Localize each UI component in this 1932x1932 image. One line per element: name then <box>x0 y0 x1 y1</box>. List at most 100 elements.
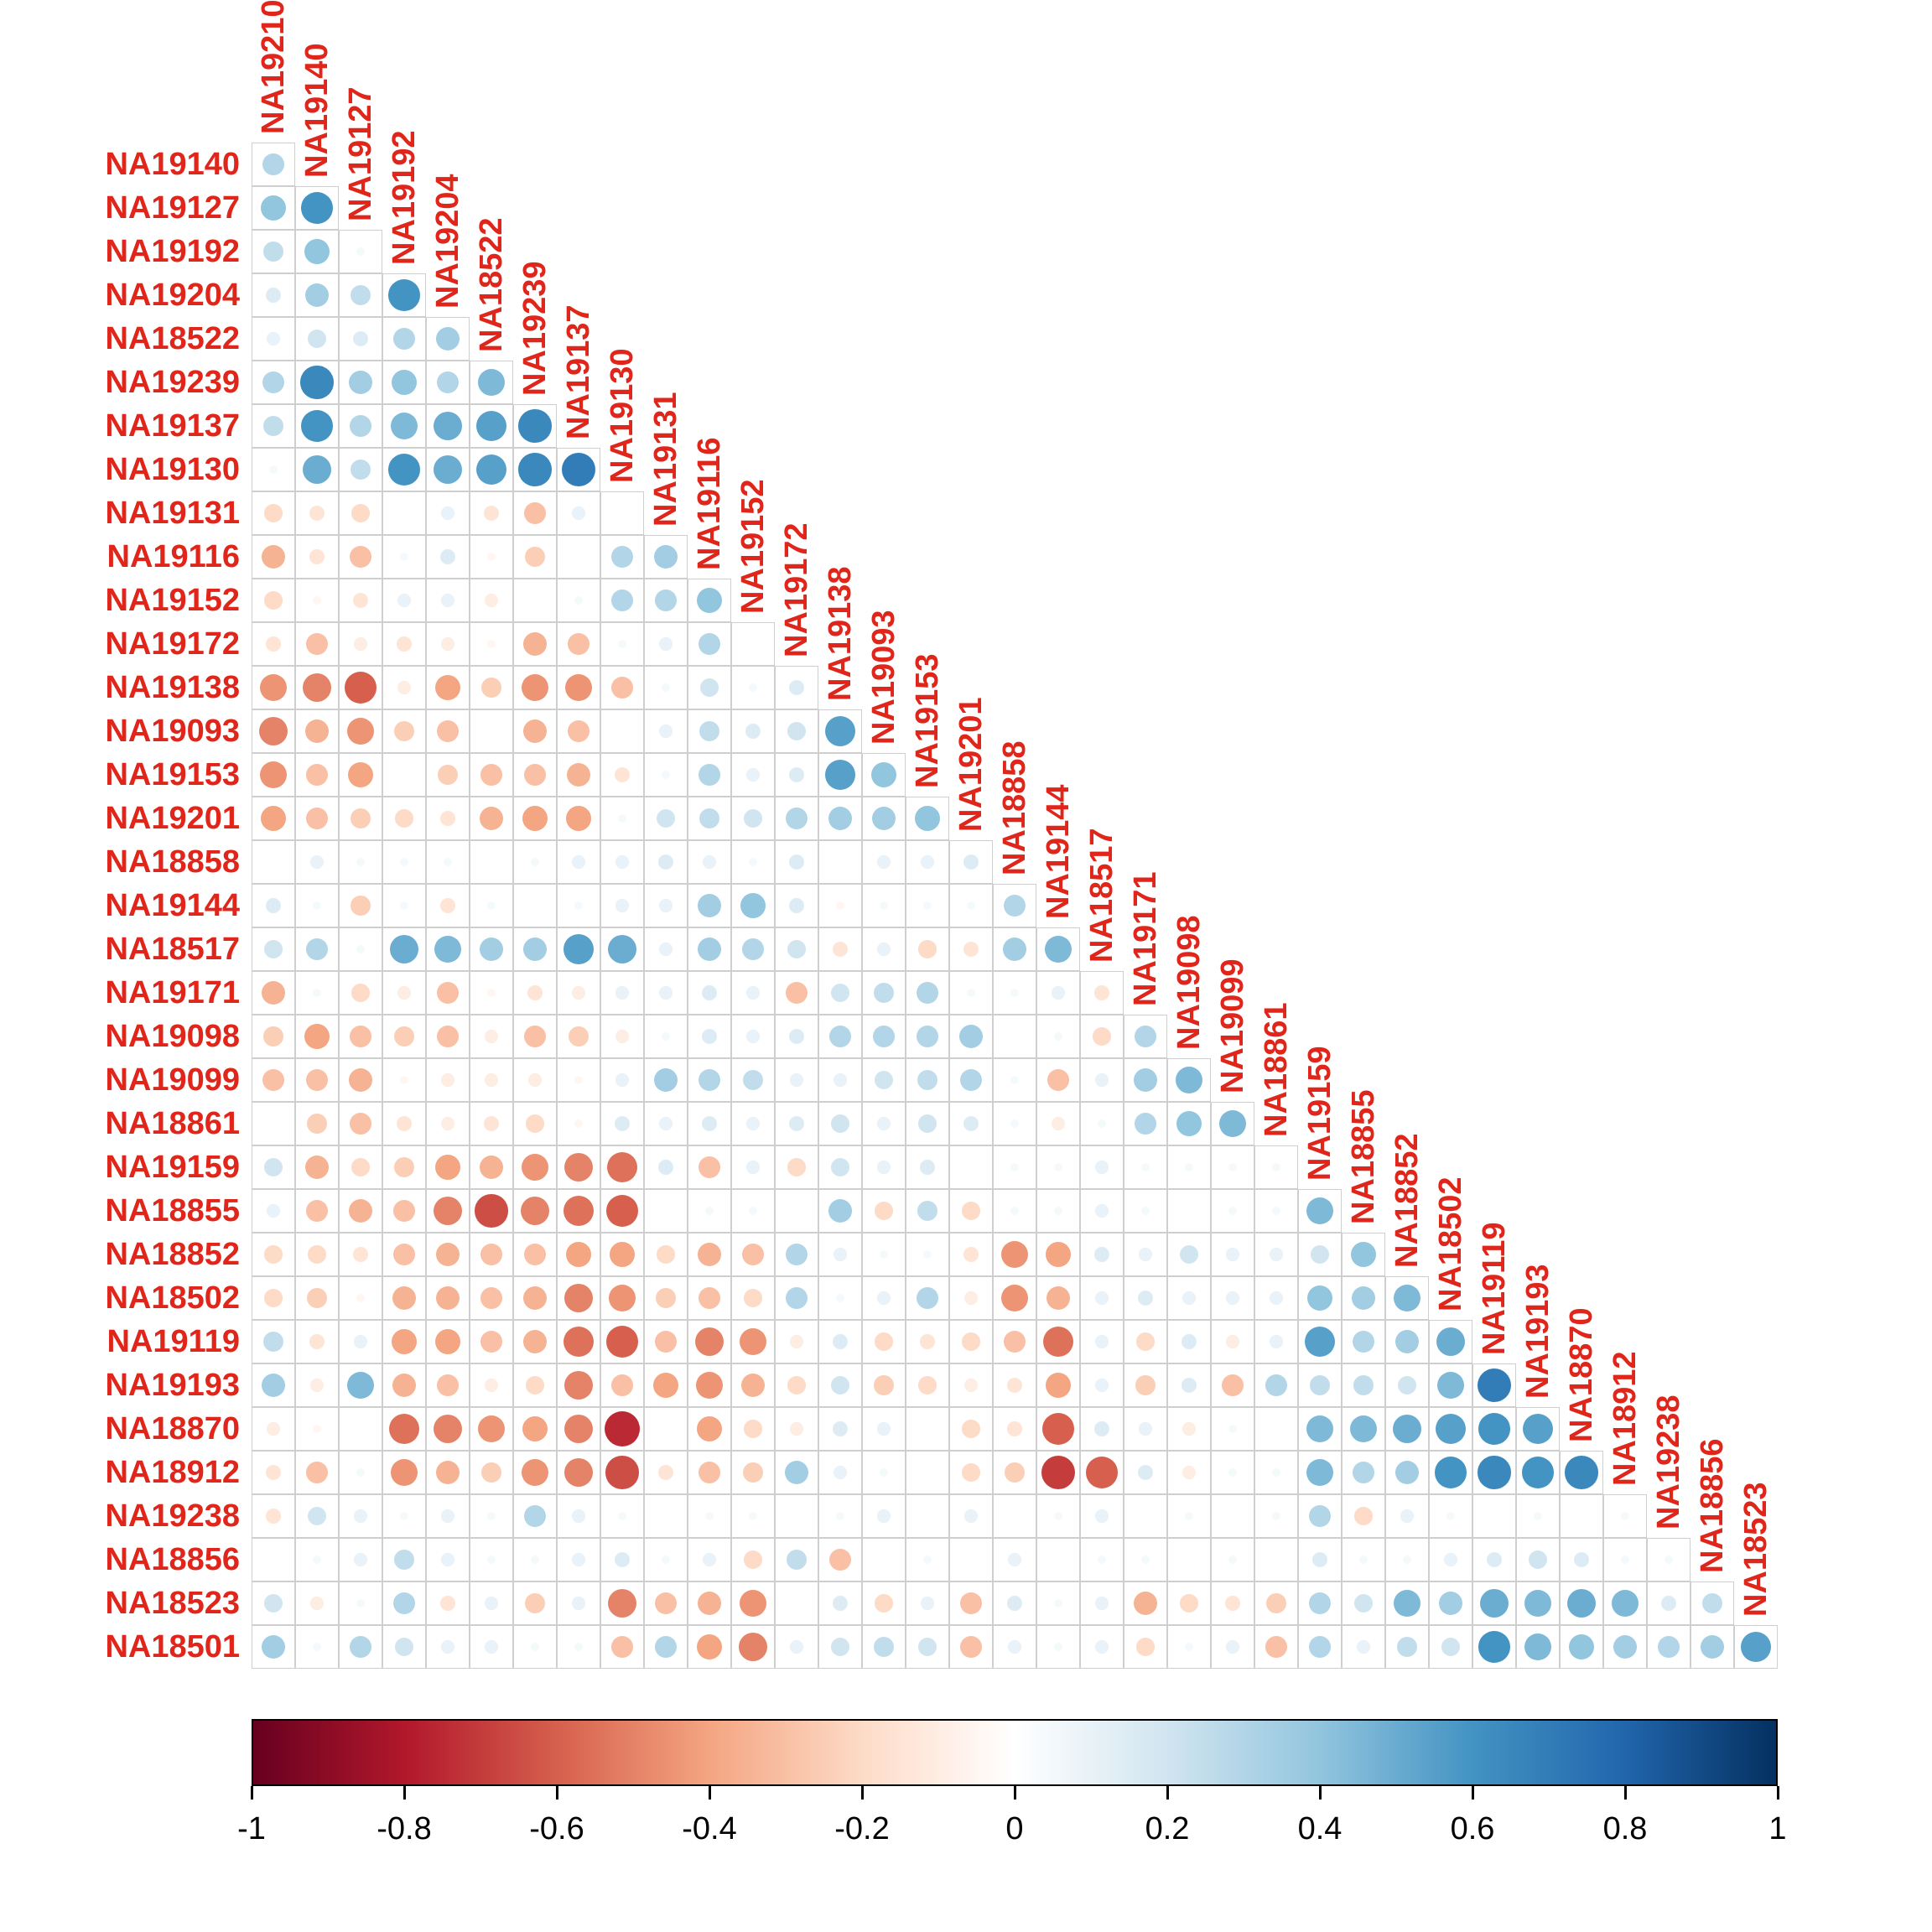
corr-cell <box>1124 1581 1167 1625</box>
corr-circle <box>518 409 552 443</box>
corr-circle <box>1226 1248 1239 1261</box>
corr-cell <box>339 1581 382 1625</box>
row-label: NA18856 <box>105 1542 240 1577</box>
corr-cell <box>557 1276 600 1320</box>
corr-circle <box>265 636 282 652</box>
corr-cell <box>513 797 557 840</box>
corr-cell <box>818 1581 862 1625</box>
corr-cell <box>600 1102 644 1145</box>
corr-cell <box>1385 1538 1429 1581</box>
corr-cell <box>295 1494 339 1538</box>
corr-cell <box>731 1581 775 1625</box>
corr-circle <box>1568 1633 1595 1660</box>
corr-circle <box>870 761 897 788</box>
corr-circle <box>522 1285 548 1311</box>
col-label: NA18855 <box>1346 1089 1381 1224</box>
corr-cell <box>295 884 339 927</box>
corr-circle <box>522 937 548 962</box>
corr-cell <box>688 1189 731 1233</box>
corr-cell <box>600 1233 644 1276</box>
corr-circle <box>832 1595 849 1612</box>
corr-circle <box>345 672 377 704</box>
corr-circle <box>356 944 366 954</box>
corr-circle <box>1271 1162 1281 1172</box>
corr-cell <box>731 1451 775 1494</box>
corr-circle <box>701 1115 718 1132</box>
corr-circle <box>391 369 418 396</box>
corr-cell <box>295 709 339 753</box>
corr-circle <box>1479 1588 1509 1618</box>
corr-circle <box>392 1373 417 1398</box>
corr-circle <box>1006 1420 1023 1437</box>
corr-circle <box>439 1595 456 1612</box>
corr-cell <box>644 840 688 884</box>
corr-circle <box>436 719 460 743</box>
corr-circle <box>312 901 322 911</box>
corr-circle <box>921 1597 934 1610</box>
corr-cell <box>775 1407 818 1451</box>
corr-cell <box>1167 1625 1211 1669</box>
colorbar-tick <box>1623 1786 1627 1800</box>
corr-cell <box>644 1102 688 1145</box>
corr-circle <box>787 722 806 740</box>
corr-cell <box>557 1625 600 1669</box>
corr-circle <box>1620 1555 1630 1565</box>
corr-cell <box>339 1407 382 1451</box>
corr-cell <box>1080 1189 1124 1233</box>
corr-circle <box>1095 1073 1109 1087</box>
corr-circle <box>572 1597 585 1610</box>
row-label: NA18855 <box>105 1193 240 1228</box>
corr-circle <box>697 937 722 962</box>
corr-circle <box>703 1553 716 1566</box>
corr-circle <box>615 899 629 912</box>
corr-circle <box>305 1199 329 1223</box>
corr-circle <box>832 941 849 958</box>
corr-circle <box>608 1284 636 1312</box>
corr-circle <box>391 1328 418 1355</box>
corr-cell <box>775 840 818 884</box>
corr-circle <box>746 1117 760 1130</box>
corr-circle <box>831 1114 849 1133</box>
corr-circle <box>1134 1112 1157 1135</box>
corr-cell <box>513 535 557 579</box>
corr-cell <box>1385 1407 1429 1451</box>
corr-cell <box>1036 1320 1080 1363</box>
corr-cell <box>295 1145 339 1189</box>
col-label: NA18502 <box>1433 1176 1468 1311</box>
corr-circle <box>356 1293 366 1303</box>
corr-cell <box>1211 1538 1254 1581</box>
corr-cell <box>513 840 557 884</box>
corr-cell <box>906 884 949 927</box>
corr-circle <box>959 1635 983 1659</box>
corr-cell <box>295 666 339 709</box>
corr-circle <box>522 1329 548 1354</box>
corr-cell <box>993 1581 1036 1625</box>
corr-circle <box>1308 1504 1332 1528</box>
corr-circle <box>305 632 329 656</box>
corr-cell <box>1342 1494 1385 1538</box>
corr-cell <box>1647 1581 1690 1625</box>
corr-circle <box>1265 1374 1288 1397</box>
corr-cell <box>470 666 513 709</box>
corr-cell <box>949 1494 993 1538</box>
corr-circle <box>522 719 548 744</box>
row-label: NA19099 <box>105 1062 240 1098</box>
corr-cell <box>426 535 470 579</box>
corr-cell <box>252 1102 295 1145</box>
corr-cell <box>426 404 470 448</box>
corr-cell <box>688 840 731 884</box>
corr-circle <box>831 1376 849 1394</box>
corr-cell <box>295 361 339 404</box>
corr-cell <box>688 1145 731 1189</box>
corr-circle <box>654 1330 678 1353</box>
corr-cell <box>513 622 557 666</box>
corr-circle <box>1053 1511 1063 1521</box>
corr-cell <box>731 1145 775 1189</box>
corr-circle <box>261 544 286 569</box>
corr-cell <box>775 1058 818 1102</box>
corr-cell <box>1167 1145 1211 1189</box>
corr-cell <box>1429 1320 1472 1363</box>
corr-cell <box>382 1494 426 1538</box>
corr-cell <box>339 1189 382 1233</box>
corr-cell <box>993 1538 1036 1581</box>
